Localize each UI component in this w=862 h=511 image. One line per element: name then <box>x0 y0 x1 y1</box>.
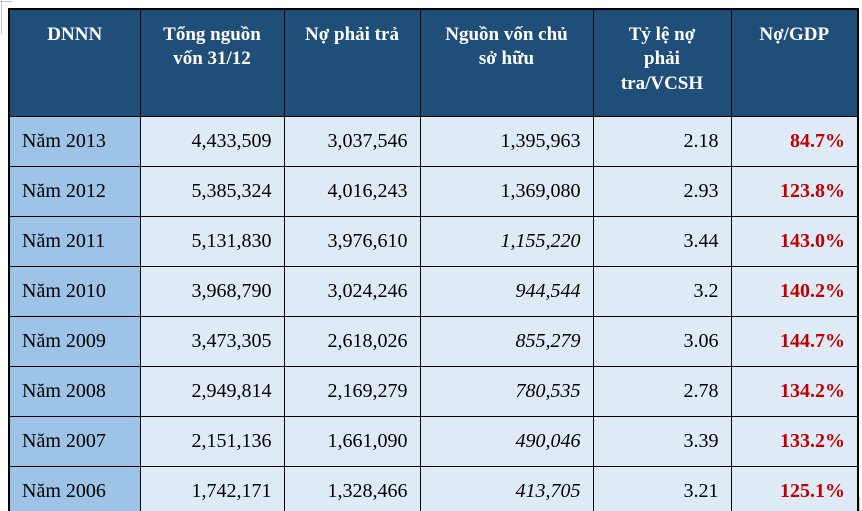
table-row-2013: Năm 2013 4,433,509 3,037,546 1,395,963 2… <box>8 116 859 167</box>
year-cell: Năm 2011 <box>8 216 141 267</box>
ratio-cell: 3.06 <box>592 316 732 367</box>
table-row-2006: Năm 2006 1,742,171 1,328,466 413,705 3.2… <box>8 466 859 511</box>
debt-cell: 3,976,610 <box>283 216 421 267</box>
header-row: DNNN Tổng nguồn vốn 31/12 Nợ phải trả Ng… <box>8 8 859 117</box>
gdp-cell: 140.2% <box>730 266 859 317</box>
gdp-cell: 133.2% <box>730 416 859 467</box>
ratio-cell: 3.2 <box>592 266 732 317</box>
debt-cell: 1,328,466 <box>283 466 421 511</box>
equity-cell: 1,395,963 <box>419 116 594 167</box>
equity-cell: 944,544 <box>419 266 594 317</box>
year-cell: Năm 2008 <box>8 366 141 417</box>
equity-cell: 1,369,080 <box>419 166 594 217</box>
table-row-2008: Năm 2008 2,949,814 2,169,279 780,535 2.7… <box>8 366 859 417</box>
equity-cell: 1,155,220 <box>419 216 594 267</box>
debt-cell: 4,016,243 <box>283 166 421 217</box>
header-cell-dnnn: DNNN <box>8 8 141 117</box>
equity-cell: 490,046 <box>419 416 594 467</box>
table-row-2012: Năm 2012 5,385,324 4,016,243 1,369,080 2… <box>8 166 859 217</box>
ratio-cell: 3.39 <box>592 416 732 467</box>
ratio-cell: 2.78 <box>592 366 732 417</box>
dnnn-debt-table: DNNN Tổng nguồn vốn 31/12 Nợ phải trả Ng… <box>8 8 859 511</box>
debt-cell: 2,169,279 <box>283 366 421 417</box>
crop-artifact-bottom-right <box>859 497 860 511</box>
header-cell-equity: Nguồn vốn chủ sở hữu <box>419 8 594 117</box>
table-row-2007: Năm 2007 2,151,136 1,661,090 490,046 3.3… <box>8 416 859 467</box>
gdp-cell: 134.2% <box>730 366 859 417</box>
header-cell-liabilities: Nợ phải trả <box>283 8 421 117</box>
ratio-cell: 3.21 <box>592 466 732 511</box>
table-row-2009: Năm 2009 3,473,305 2,618,026 855,279 3.0… <box>8 316 859 367</box>
debt-cell: 1,661,090 <box>283 416 421 467</box>
year-cell: Năm 2012 <box>8 166 141 217</box>
year-cell: Năm 2007 <box>8 416 141 467</box>
year-cell: Năm 2013 <box>8 116 141 167</box>
total-cell: 2,949,814 <box>139 366 285 417</box>
total-cell: 3,473,305 <box>139 316 285 367</box>
total-cell: 5,131,830 <box>139 216 285 267</box>
ratio-cell: 2.93 <box>592 166 732 217</box>
equity-cell: 855,279 <box>419 316 594 367</box>
debt-cell: 3,037,546 <box>283 116 421 167</box>
crop-artifact-top-left <box>1 0 2 34</box>
header-cell-debt-ratio: Tỷ lệ nợ phải tra/VCSH <box>592 8 732 117</box>
gdp-cell: 144.7% <box>730 316 859 367</box>
total-cell: 5,385,324 <box>139 166 285 217</box>
total-cell: 1,742,171 <box>139 466 285 511</box>
equity-cell: 413,705 <box>419 466 594 511</box>
header-cell-total-capital: Tổng nguồn vốn 31/12 <box>139 8 285 117</box>
table-row-2010: Năm 2010 3,968,790 3,024,246 944,544 3.2… <box>8 266 859 317</box>
gdp-cell: 84.7% <box>730 116 859 167</box>
total-cell: 4,433,509 <box>139 116 285 167</box>
ratio-cell: 3.44 <box>592 216 732 267</box>
debt-cell: 3,024,246 <box>283 266 421 317</box>
crop-artifact-top-left <box>0 1 12 2</box>
year-cell: Năm 2010 <box>8 266 141 317</box>
gdp-cell: 123.8% <box>730 166 859 217</box>
header-cell-debt-gdp: Nợ/GDP <box>730 8 859 117</box>
total-cell: 3,968,790 <box>139 266 285 317</box>
year-cell: Năm 2009 <box>8 316 141 367</box>
year-cell: Năm 2006 <box>8 466 141 511</box>
ratio-cell: 2.18 <box>592 116 732 167</box>
gdp-cell: 143.0% <box>730 216 859 267</box>
debt-cell: 2,618,026 <box>283 316 421 367</box>
table-row-2011: Năm 2011 5,131,830 3,976,610 1,155,220 3… <box>8 216 859 267</box>
gdp-cell: 125.1% <box>730 466 859 511</box>
equity-cell: 780,535 <box>419 366 594 417</box>
total-cell: 2,151,136 <box>139 416 285 467</box>
